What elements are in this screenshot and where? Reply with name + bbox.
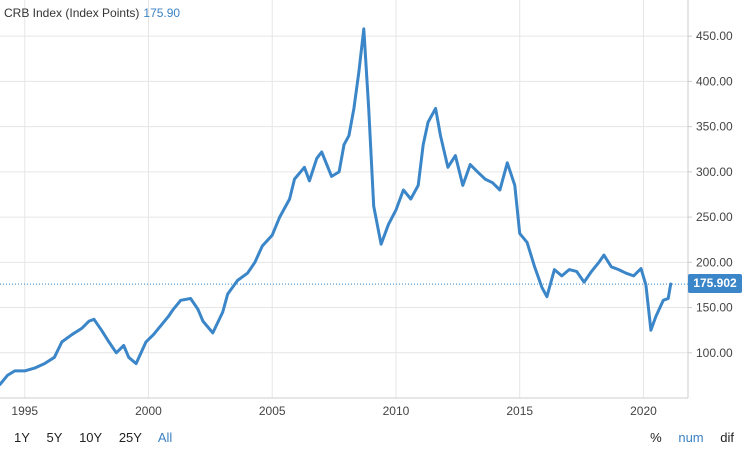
- x-tick-label: 2020: [630, 404, 657, 418]
- chart-title: CRB Index (Index Points) 175.90: [4, 6, 180, 20]
- y-tick-label: 350.00: [696, 120, 733, 134]
- chart-current-value: 175.90: [143, 6, 181, 20]
- y-tick-label: 100.00: [696, 346, 733, 360]
- y-axis-ticks: 100.00 150.00 200.00 250.00 300.00 350.00 400.…: [688, 29, 733, 360]
- x-axis-ticks: 1995 2000 2005 2010 2015 2020: [11, 404, 657, 418]
- grid-lines: [0, 0, 688, 398]
- range-5y-button[interactable]: 5Y: [46, 430, 63, 445]
- x-tick-label: 2015: [506, 404, 533, 418]
- mode-selector: % num dif: [637, 430, 734, 445]
- y-tick-label: 400.00: [696, 74, 733, 88]
- last-value-badge: 175.902: [688, 274, 742, 294]
- mode-percent-button[interactable]: %: [650, 430, 662, 445]
- range-all-button[interactable]: All: [157, 430, 173, 445]
- y-tick-label: 300.00: [696, 165, 733, 179]
- range-1y-button[interactable]: 1Y: [14, 430, 30, 445]
- y-tick-label: 450.00: [696, 29, 733, 43]
- x-tick-label: 2005: [259, 404, 286, 418]
- mode-num-button[interactable]: num: [678, 430, 704, 445]
- range-25y-button[interactable]: 25Y: [118, 430, 142, 445]
- series-line[interactable]: [0, 27, 673, 386]
- range-selector: 1Y 5Y 10Y 25Y All: [14, 430, 185, 445]
- range-10y-button[interactable]: 10Y: [79, 430, 103, 445]
- x-tick-label: 2000: [135, 404, 162, 418]
- y-tick-label: 250.00: [696, 210, 733, 224]
- x-tick-label: 2010: [383, 404, 410, 418]
- x-tick-label: 1995: [11, 404, 38, 418]
- chart-title-label: CRB Index (Index Points): [4, 6, 140, 20]
- y-tick-label: 200.00: [696, 255, 733, 269]
- mode-dif-button[interactable]: dif: [720, 430, 734, 445]
- y-tick-label: 150.00: [696, 301, 733, 315]
